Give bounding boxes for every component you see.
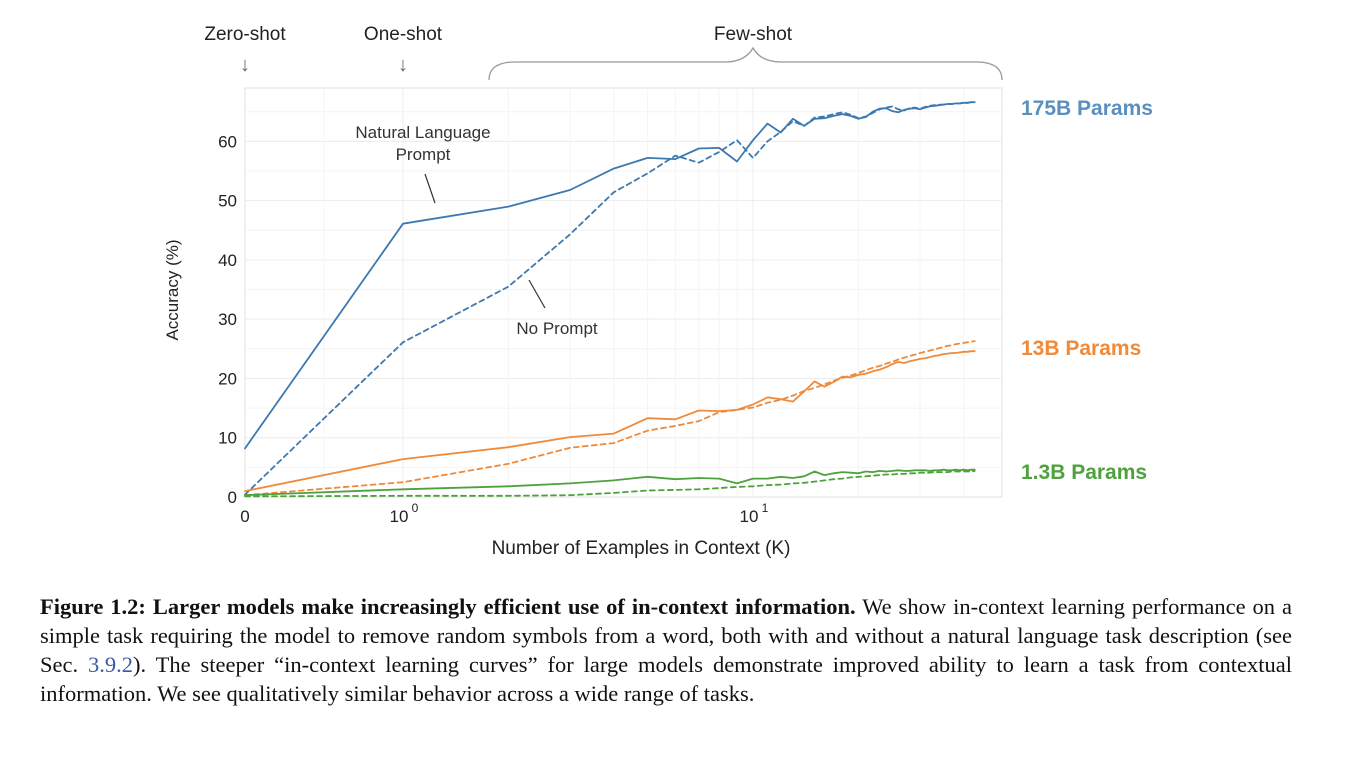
model-label-1-3b: 1.3B Params	[1021, 461, 1147, 484]
series-line-13b-paramsnatural-language-prompt	[244, 350, 976, 493]
x-axis-label: Number of Examples in Context (K)	[492, 538, 791, 559]
x-tick-label: 10	[390, 507, 409, 526]
y-tick-label: 20	[218, 369, 237, 388]
plot-area	[244, 87, 1003, 498]
y-tick-label: 30	[218, 310, 237, 329]
y-tick-label: 50	[218, 192, 237, 211]
x-tick-exponent: 0	[412, 501, 419, 515]
few-shot-brace	[488, 46, 1003, 81]
grid	[245, 88, 1002, 497]
x-tick-labels: 0 10 0 10 1	[240, 501, 768, 526]
caption-text: We show in-context learning performance …	[40, 594, 1292, 677]
series-line-1-3b-paramsno-prompt	[244, 469, 976, 498]
region-label-zero-shot: Zero-shot	[204, 24, 286, 45]
y-tick-label: 60	[218, 132, 237, 151]
series-line-1-3b-paramsnatural-language-prompt	[244, 468, 976, 497]
series	[244, 101, 976, 498]
zero-shot-arrow-icon: ↓	[240, 54, 250, 76]
y-tick-labels: 0 10 20 30 40 50 60	[218, 132, 237, 507]
y-tick-label: 0	[228, 488, 237, 507]
caption-text-end: ). The steeper “in-context learning curv…	[40, 652, 1292, 706]
model-label-175b: 175B Params	[1021, 97, 1153, 120]
series-line-175b-paramsno-prompt	[244, 101, 976, 496]
figure-caption: Figure 1.2: Larger models make increasin…	[40, 592, 1292, 708]
y-tick-label: 40	[218, 251, 237, 270]
x-tick-exponent: 1	[762, 501, 769, 515]
annotation-natural-language-line2: Prompt	[396, 145, 451, 164]
caption-title: Figure 1.2: Larger models make increasin…	[40, 594, 856, 619]
caption-section-link[interactable]: 3.9.2	[88, 652, 134, 677]
series-line-13b-paramsno-prompt	[244, 340, 976, 497]
one-shot-arrow-icon: ↓	[398, 54, 408, 76]
y-axis-label: Accuracy (%)	[163, 239, 182, 340]
annotation-natural-language-pointer	[424, 173, 436, 204]
series-line-175b-paramsnatural-language-prompt	[244, 101, 976, 450]
region-label-one-shot: One-shot	[364, 24, 443, 45]
x-tick-label: 0	[240, 507, 249, 526]
annotation-natural-language-line1: Natural Language	[355, 123, 490, 142]
region-label-few-shot: Few-shot	[714, 24, 793, 45]
x-tick-label: 10	[740, 507, 759, 526]
model-label-13b: 13B Params	[1021, 337, 1141, 360]
annotation-no-prompt: No Prompt	[516, 319, 598, 338]
y-tick-label: 10	[218, 429, 237, 448]
annotation-no-prompt-pointer	[528, 279, 546, 309]
